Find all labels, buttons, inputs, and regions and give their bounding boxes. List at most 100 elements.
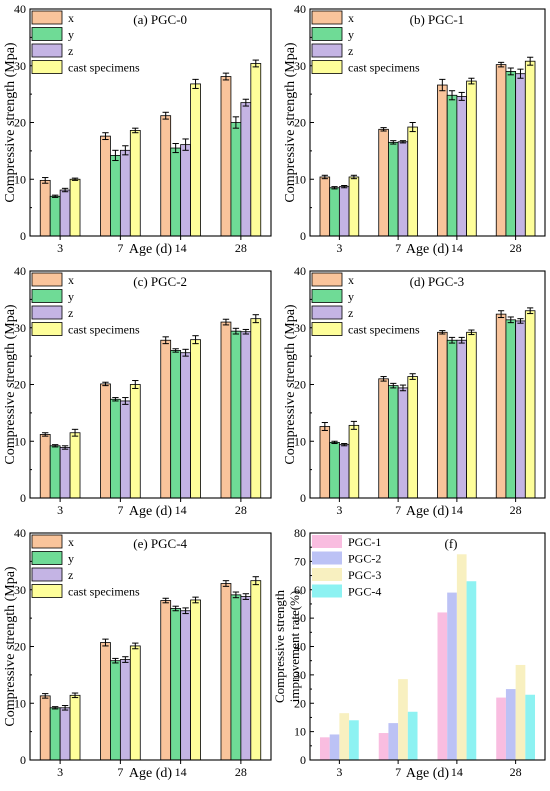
x-tick-label: 3 xyxy=(336,765,342,779)
bar-z-14 xyxy=(180,352,191,499)
bar-cast-specimens-14 xyxy=(190,83,201,237)
legend-swatch xyxy=(31,43,63,58)
bar-z-3 xyxy=(59,707,71,761)
x-tick-label: 3 xyxy=(57,241,63,255)
x-tick-label: 7 xyxy=(395,241,401,255)
bar-x-3 xyxy=(319,176,331,237)
bar-y-14 xyxy=(170,350,182,499)
bar-cast-specimens-14 xyxy=(190,339,201,499)
y-tick-label: 30 xyxy=(14,59,26,73)
y-axis-label: Compressive strength (Mpa) xyxy=(3,304,18,465)
legend-swatch xyxy=(31,272,63,287)
legend-label: cast specimens xyxy=(68,61,140,75)
bar-pgc-1-14 xyxy=(437,612,448,760)
legend-swatch xyxy=(311,272,343,287)
bar-z-7 xyxy=(119,149,131,237)
legend-swatch xyxy=(311,27,343,41)
bar-y-14 xyxy=(170,147,182,237)
bar-cast-specimens-7 xyxy=(129,130,141,237)
bar-x-28 xyxy=(495,313,507,499)
y-tick-label: 30 xyxy=(294,59,306,73)
y-tick-label: 0 xyxy=(20,753,26,767)
bar-y-7 xyxy=(110,155,121,237)
chart-panel-1: 0 10 20 30 40 3 7 14 28 Age (d) Compressive streng… xyxy=(3,2,272,257)
x-tick-label: 7 xyxy=(117,503,123,517)
x-tick-label: 28 xyxy=(510,503,522,517)
y-tick-label: 10 xyxy=(294,725,306,739)
bar-y-28 xyxy=(505,71,517,237)
bar-y-3 xyxy=(49,195,61,237)
bar-y-28 xyxy=(230,330,242,499)
bar-z-28 xyxy=(240,331,252,499)
legend-swatch xyxy=(311,10,343,25)
x-tick-label: 3 xyxy=(57,765,63,779)
legend-swatch xyxy=(311,322,343,336)
bar-cast-specimens-28 xyxy=(250,63,262,237)
bar-y-3 xyxy=(49,707,61,761)
y-tick-label: 0 xyxy=(300,753,306,767)
y-axis-label: Compressive strength (Mpa) xyxy=(283,304,298,465)
x-tick-label: 28 xyxy=(235,503,247,517)
y-tick-label: 30 xyxy=(14,583,26,597)
y-tick-label: 40 xyxy=(14,2,26,16)
bar-z-7 xyxy=(119,400,131,499)
bar-x-28 xyxy=(495,64,507,237)
bar-cast-specimens-28 xyxy=(524,310,536,499)
legend-swatch xyxy=(312,584,342,598)
x-tick-label: 7 xyxy=(395,765,401,779)
y-tick-label: 50 xyxy=(294,611,306,625)
bar-y-7 xyxy=(388,385,399,499)
legend-label: z xyxy=(68,306,73,320)
bar-x-7 xyxy=(100,642,111,761)
x-axis-label: Age (d) xyxy=(129,504,172,519)
bar-cast-specimens-3 xyxy=(69,432,81,499)
x-axis-label: Age (d) xyxy=(406,242,449,257)
legend-label: cast specimens xyxy=(68,323,140,337)
bar-x-7 xyxy=(378,378,389,499)
bar-pgc-4-3 xyxy=(349,720,359,760)
bar-pgc-3-14 xyxy=(456,554,467,760)
bar-x-3 xyxy=(319,426,331,499)
bar-pgc-3-3 xyxy=(339,713,350,760)
legend-swatch xyxy=(312,535,342,548)
x-tick-label: 14 xyxy=(175,241,187,255)
y-tick-label: 30 xyxy=(294,321,306,335)
legend-swatch xyxy=(31,534,63,549)
bar-cast-specimens-28 xyxy=(524,60,536,237)
bar-x-3 xyxy=(39,179,51,237)
bar-x-3 xyxy=(39,434,51,499)
legend-swatch xyxy=(311,305,343,320)
bar-cast-specimens-7 xyxy=(407,376,418,499)
bar-x-14 xyxy=(160,600,172,761)
legend-swatch xyxy=(312,551,342,565)
bar-y-14 xyxy=(446,94,458,237)
bar-z-7 xyxy=(119,659,131,761)
legend-label: PGC-1 xyxy=(348,535,381,549)
bar-z-14 xyxy=(180,610,191,761)
legend-swatch xyxy=(31,60,63,74)
chart-title: (c) PGC-2 xyxy=(133,274,187,289)
y-axis-label: Compressive strength (Mpa) xyxy=(3,42,18,203)
y-tick-label: 10 xyxy=(14,172,26,186)
chart-panel-5: 0 10 20 30 40 3 7 14 28 Age (d) Compressive streng… xyxy=(3,526,272,781)
bar-pgc-1-7 xyxy=(378,733,389,760)
bar-pgc-4-14 xyxy=(466,581,477,760)
legend: xyz cast specimens xyxy=(31,534,140,599)
legend-label: cast specimens xyxy=(348,61,420,75)
chart-title: (e) PGC-4 xyxy=(133,536,187,551)
legend-label: cast specimens xyxy=(68,585,140,599)
legend-swatch xyxy=(31,322,63,336)
y-tick-label: 10 xyxy=(294,172,306,186)
bar-x-28 xyxy=(220,321,232,499)
bar-x-7 xyxy=(100,383,111,499)
y-tick-label: 40 xyxy=(14,264,26,278)
legend-label: x xyxy=(68,11,74,25)
bar-z-14 xyxy=(456,96,467,237)
bar-z-14 xyxy=(456,339,467,499)
bar-cast-specimens-3 xyxy=(69,178,81,237)
bar-z-3 xyxy=(338,186,350,237)
bar-cast-specimens-14 xyxy=(190,599,201,761)
y-tick-label: 30 xyxy=(14,321,26,335)
legend-label: x xyxy=(348,273,354,287)
legend-swatch xyxy=(31,551,63,565)
